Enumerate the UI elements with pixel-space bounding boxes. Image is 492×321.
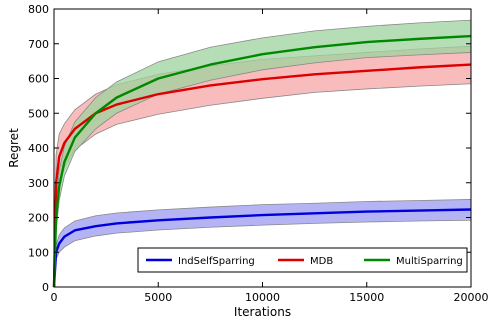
legend-label-multisparring: MultiSparring [396,256,463,267]
series-lines [52,34,472,288]
line-multisparring [52,34,472,288]
x-tick-label: 10000 [245,291,280,304]
legend-label-indselfsparring: IndSelfSparring [178,256,255,267]
y-tick-label: 700 [28,38,49,51]
x-axis-label: Iterations [234,305,291,319]
band-indselfsparring [53,199,472,288]
legend-label-mdb: MDB [310,256,333,267]
y-tick-label: 800 [28,3,49,16]
y-axis-label: Regret [7,128,21,168]
y-tick-label: 200 [28,212,49,225]
line-mdb [52,63,472,288]
x-tick-label: 20000 [454,291,489,304]
y-tick-label: 600 [28,73,49,86]
confidence-bands [53,19,472,288]
y-tick-label: 300 [28,177,49,190]
legend: IndSelfSparring MDB MultiSparring [137,247,468,273]
line-indselfsparring [52,208,472,288]
y-tick-label: 500 [28,107,49,120]
axis-ticks: 0 5000 10000 15000 20000 0 100 200 300 400 500 600 7… [28,3,489,304]
x-tick-label: 5000 [144,291,172,304]
x-tick-label: 15000 [349,291,384,304]
y-tick-label: 0 [42,281,49,294]
y-tick-label: 100 [28,246,49,259]
y-tick-label: 400 [28,142,49,155]
x-tick-label: 0 [51,291,58,304]
